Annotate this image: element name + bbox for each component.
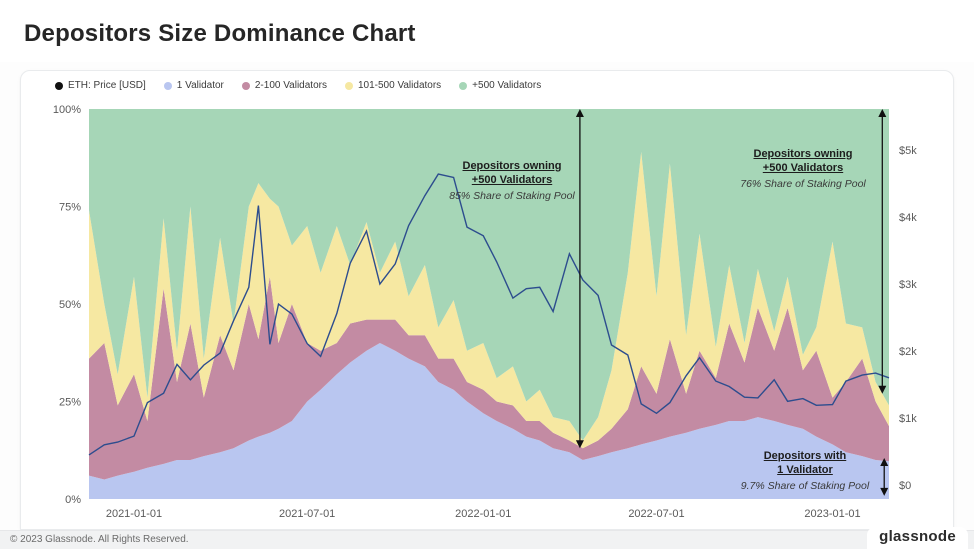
legend-swatch-icon (241, 81, 250, 90)
y-right-tick: $3k (899, 279, 917, 291)
y-right-tick: $2k (899, 346, 917, 358)
band-1[interactable] (89, 276, 889, 480)
x-tick: 2021-07-01 (279, 508, 335, 520)
annotation-heading: +500 Validators (471, 174, 553, 187)
y-left-tick: 75% (59, 202, 81, 214)
legend-label: 101-500 Validators (357, 80, 442, 91)
arrowhead-down-icon (878, 385, 887, 394)
annotation-heading: Depositors owning (462, 160, 562, 172)
y-right-tick: $4k (899, 212, 917, 224)
legend-item-2[interactable]: 2-100 Validators (241, 80, 327, 91)
annotation-500-validators-mid: Depositors owning +500 Validators 85% Sh… (437, 159, 587, 203)
arrowhead-up-icon (575, 109, 584, 117)
legend-item-0[interactable]: ETH: Price [USD] (55, 80, 146, 91)
annotation-500-validators-right: Depositors owning +500 Validators 76% Sh… (729, 147, 877, 191)
chart-legend: ETH: Price [USD] 1 Validator 2-100 Validat… (55, 80, 541, 91)
arrowhead-up-icon (880, 458, 889, 467)
arrowhead-up-icon (878, 109, 887, 117)
band-0[interactable] (89, 343, 889, 499)
stacked-bands (89, 109, 889, 499)
glassnode-logo[interactable]: glassnode (879, 528, 956, 545)
y-right-tick: $1k (899, 413, 917, 425)
glassnode-logo-chip: glassnode (867, 527, 968, 549)
page-header: Depositors Size Dominance Chart (0, 0, 974, 62)
annotation-heading: Depositors owning (753, 148, 853, 160)
x-tick: 2022-07-01 (628, 508, 684, 520)
legend-swatch-icon (344, 81, 353, 90)
annotation-subtext: 76% Share of Staking Pool (740, 177, 866, 190)
annotation-heading: 1 Validator (777, 464, 833, 477)
chart-area: 0% 25% 50% 75% 100% $0 $1k $2k $3k $4k $5k 2021-01-… (31, 99, 945, 529)
legend-swatch-icon (163, 81, 172, 90)
legend-item-1[interactable]: 1 Validator (163, 80, 224, 91)
y-right-tick: $5k (899, 145, 917, 157)
band-2[interactable] (89, 151, 889, 449)
legend-label: 1 Validator (176, 80, 224, 91)
y-right-tick: $0 (899, 480, 911, 492)
band-3[interactable] (89, 109, 889, 441)
annotation-arrows (575, 109, 889, 496)
annotation-subtext: 85% Share of Staking Pool (449, 189, 575, 202)
legend-swatch-icon (55, 81, 63, 90)
copyright-text: © 2023 Glassnode. All Rights Reserved. (10, 534, 189, 545)
annotation-heading: +500 Validators (762, 162, 844, 175)
page-footer: © 2023 Glassnode. All Rights Reserved. (0, 530, 974, 549)
dominance-chart-svg[interactable]: 0% 25% 50% 75% 100% $0 $1k $2k $3k $4k $5k 2021-01-… (31, 99, 945, 529)
legend-label: 2-100 Validators (254, 80, 327, 91)
legend-item-4[interactable]: +500 Validators (459, 80, 541, 91)
y-left-tick: 50% (59, 299, 81, 311)
legend-label: ETH: Price [USD] (68, 80, 146, 91)
annotation-subtext: 9.7% Share of Staking Pool (740, 479, 870, 492)
y-left-tick: 100% (53, 104, 81, 116)
y-left-tick: 0% (65, 494, 81, 506)
legend-item-3[interactable]: 101-500 Validators (344, 80, 442, 91)
annotation-heading: Depositors with (763, 450, 847, 462)
arrowhead-down-icon (880, 487, 889, 496)
chart-card: ETH: Price [USD] 1 Validator 2-100 Validat… (20, 70, 954, 530)
page-title: Depositors Size Dominance Chart (24, 20, 416, 47)
x-tick: 2021-01-01 (106, 508, 162, 520)
y-left-tick: 25% (59, 397, 81, 409)
eth-price-line[interactable] (88, 173, 890, 456)
x-tick: 2022-01-01 (455, 508, 511, 520)
axes: 0% 25% 50% 75% 100% $0 $1k $2k $3k $4k $5k 2021-01-… (53, 104, 917, 520)
legend-label: +500 Validators (472, 80, 542, 91)
legend-swatch-icon (459, 81, 468, 90)
arrowhead-down-icon (575, 440, 584, 449)
x-tick: 2023-01-01 (804, 508, 860, 520)
annotation-1-validator: Depositors with 1 Validator 9.7% Share o… (731, 449, 879, 493)
